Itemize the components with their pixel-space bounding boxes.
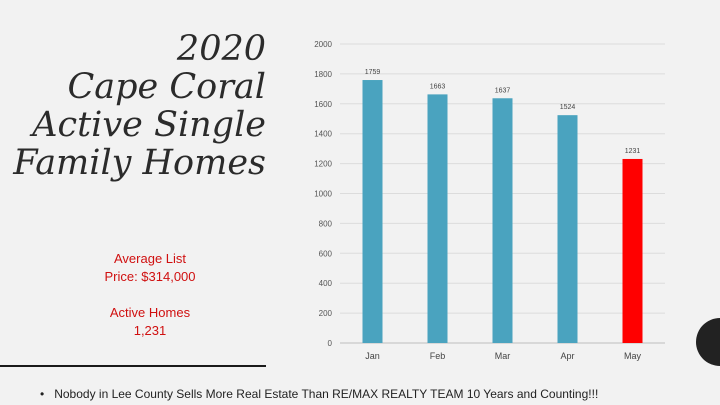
- bar: [622, 158, 643, 343]
- y-tick-label: 600: [319, 249, 333, 258]
- title-line-year: 2020: [176, 29, 266, 69]
- data-label: 1663: [430, 83, 446, 90]
- data-label: 1524: [560, 104, 576, 111]
- divider-line: [0, 365, 266, 367]
- y-tick-label: 1800: [314, 70, 332, 79]
- x-tick-label: Apr: [560, 351, 574, 361]
- x-tick-label: Feb: [430, 351, 446, 361]
- title-line-city: Cape Coral: [67, 67, 266, 107]
- y-tick-label: 1200: [314, 160, 332, 169]
- bar: [362, 80, 383, 343]
- y-tick-label: 1400: [314, 130, 332, 139]
- y-tick-label: 800: [319, 219, 333, 228]
- footer-note: • Nobody in Lee County Sells More Real Es…: [40, 387, 710, 401]
- y-tick-label: 1000: [314, 190, 332, 199]
- y-tick-label: 400: [319, 279, 333, 288]
- x-tick-label: Mar: [495, 351, 511, 361]
- bar: [557, 115, 578, 343]
- bar: [492, 98, 513, 344]
- stats-block: Average List Price: $314,000 Active Home…: [70, 250, 230, 340]
- active-homes-count: 1,231: [133, 323, 167, 338]
- data-label: 1637: [495, 87, 511, 94]
- footer-text: Nobody in Lee County Sells More Real Est…: [54, 387, 599, 401]
- x-tick-label: May: [624, 351, 642, 361]
- y-tick-label: 2000: [314, 40, 332, 49]
- title-line-homes: Family Homes: [13, 143, 266, 183]
- y-tick-label: 0: [328, 339, 333, 348]
- y-tick-label: 200: [319, 309, 333, 318]
- bar: [427, 94, 448, 343]
- data-label: 1231: [625, 148, 641, 155]
- average-list-label: Average List: [113, 251, 187, 266]
- x-tick-label: Jan: [365, 351, 380, 361]
- bullet-icon: •: [40, 387, 45, 401]
- active-homes-label: Active Homes: [109, 305, 191, 320]
- title-line-active: Active Single: [32, 105, 266, 145]
- slide-title: 2020 Cape Coral Active Single Family Hom…: [6, 30, 266, 182]
- average-list-price: Price: $314,000: [104, 269, 196, 284]
- data-label: 1759: [365, 69, 381, 76]
- y-tick-label: 1600: [314, 100, 332, 109]
